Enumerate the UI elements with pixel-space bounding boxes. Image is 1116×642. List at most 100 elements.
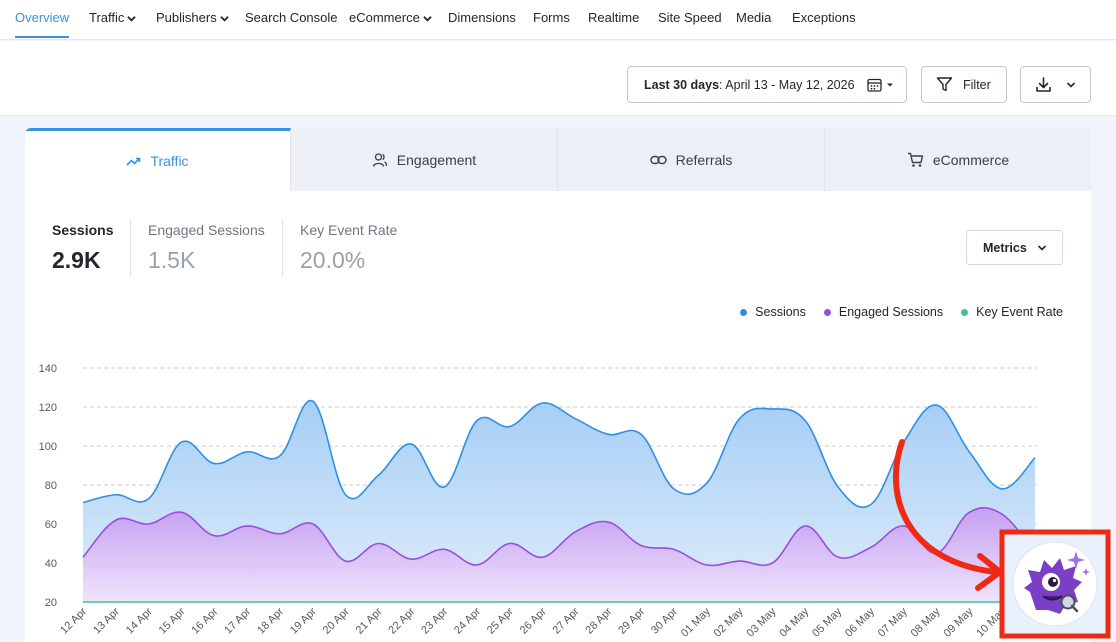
y-tick-label: 80 [45,480,57,492]
x-tick-label: 19 Apr [288,605,319,636]
legend-label: Key Event Rate [976,305,1063,319]
x-tick-label: 30 Apr [649,605,680,636]
chart-legend: Sessions Engaged Sessions Key Event Rate [740,305,1063,319]
download-icon [1036,77,1051,92]
engaged-sessions-line [82,507,1036,567]
x-tick-label: 26 Apr [518,605,549,636]
chevron-down-icon [127,16,137,22]
x-tick-label: 15 Apr [157,605,188,636]
tab-engagement[interactable]: Engagement [291,128,558,191]
y-tick-label: 100 [39,441,57,453]
report-tabs: Traffic Engagement Referrals eCommerce [25,128,1091,191]
top-navigation: Overview Traffic Publishers Search Conso… [0,0,1116,40]
metric-divider [130,219,131,277]
nav-label: Media [736,10,772,25]
x-tick-label: 02 May [712,605,746,639]
tab-referrals[interactable]: Referrals [558,128,825,191]
tab-traffic[interactable]: Traffic [25,128,291,191]
nav-label: Dimensions [448,10,516,25]
nav-forms[interactable]: Forms [533,10,570,38]
nav-site-speed[interactable]: Site Speed [658,10,722,38]
legend-item-sessions[interactable]: Sessions [740,305,806,319]
y-tick-label: 20 [45,597,57,609]
x-tick-label: 17 Apr [222,605,253,636]
nav-label: Exceptions [792,10,856,25]
metric-key-event-rate[interactable]: Key Event Rate 20.0% [300,222,397,274]
filter-button[interactable]: Filter [921,66,1007,103]
x-tick-label: 20 Apr [321,605,352,636]
x-tick-label: 04 May [777,605,811,639]
y-tick-label: 120 [39,402,57,414]
x-tick-label: 01 May [679,605,713,639]
callout-overlay [893,439,1111,639]
metric-label: Engaged Sessions [148,222,265,238]
nav-label: Forms [533,10,570,25]
cart-icon [907,152,924,167]
monster-mascot-icon [1024,551,1090,614]
y-tick-label: 60 [45,519,57,531]
chevron-down-icon [423,16,432,22]
metrics-dropdown[interactable]: Metrics [966,230,1063,265]
x-tick-label: 03 May [745,605,779,639]
x-tick-label: 14 Apr [124,605,155,636]
x-tick-label: 13 Apr [91,605,122,636]
chevron-down-icon [219,16,229,22]
nav-ecommerce[interactable]: eCommerce [349,10,432,38]
metric-value: 1.5K [148,247,196,273]
metric-divider [282,219,283,277]
nav-media[interactable]: Media [736,10,771,38]
callout-arrow [893,439,998,575]
tab-label: Engagement [396,151,477,168]
download-button[interactable] [1020,66,1091,103]
y-tick-label: 40 [45,558,57,570]
nav-realtime[interactable]: Realtime [588,10,639,38]
legend-item-key-event-rate[interactable]: Key Event Rate [961,305,1063,319]
x-tick-label: 29 Apr [616,605,647,636]
metric-sessions[interactable]: Sessions 2.9K [52,222,113,274]
metric-engaged-sessions[interactable]: Engaged Sessions 1.5K [148,222,265,274]
legend-label: Sessions [755,305,806,319]
metric-value: 2.9K [52,247,101,273]
sessions-line [82,399,1036,509]
nav-search-console[interactable]: Search Console [245,10,338,38]
nav-label: Overview [15,10,70,25]
nav-publishers[interactable]: Publishers [156,10,229,38]
metric-value: 20.0% [300,247,366,273]
metrics-button-label: Metrics [983,240,1027,255]
legend-dot [961,308,969,316]
trending-up-icon [126,157,141,166]
date-range-prefix: Last 30 days [644,77,720,92]
users-icon [372,152,387,167]
metric-label: Sessions [52,222,114,238]
tab-ecommerce[interactable]: eCommerce [825,128,1091,191]
calendar-icon [866,78,882,92]
nav-dimensions[interactable]: Dimensions [448,10,516,38]
x-tick-label: 25 Apr [485,605,516,636]
nav-exceptions[interactable]: Exceptions [792,10,856,38]
nav-label: Publishers [156,10,217,25]
chevron-down-icon [1066,81,1076,88]
x-tick-label: 05 May [810,605,844,639]
sessions-chart: 20 40 60 80 100 120 140 12 Apr 13 Apr 14 Apr 15 Ap… [39,363,1042,640]
nav-label: Realtime [588,10,640,25]
legend-dot [823,308,831,316]
filter-label: Filter [963,77,991,92]
x-tick-label: 21 Apr [354,605,385,636]
x-tick-label: 23 Apr [419,605,450,636]
tab-label: eCommerce [932,151,1010,168]
legend-item-engaged-sessions[interactable]: Engaged Sessions [823,305,943,319]
chevron-down-icon [1037,244,1046,251]
x-tick-label: 06 May [843,605,877,639]
x-tick-label: 28 Apr [583,605,614,636]
mascot-badge[interactable] [1012,541,1098,627]
link-icon [649,155,667,164]
nav-overview[interactable]: Overview [15,10,70,38]
metric-label: Key Event Rate [300,222,398,238]
nav-traffic[interactable]: Traffic [89,10,137,38]
x-tick-label: 24 Apr [452,605,483,636]
y-tick-label: 140 [39,363,57,375]
nav-label: Site Speed [658,10,722,25]
report-toolbar: Last 30 days: April 13 - May 12, 2026 Fi… [0,41,1116,116]
date-range-picker[interactable]: Last 30 days: April 13 - May 12, 2026 [627,66,907,103]
nav-label: Search Console [245,10,338,25]
